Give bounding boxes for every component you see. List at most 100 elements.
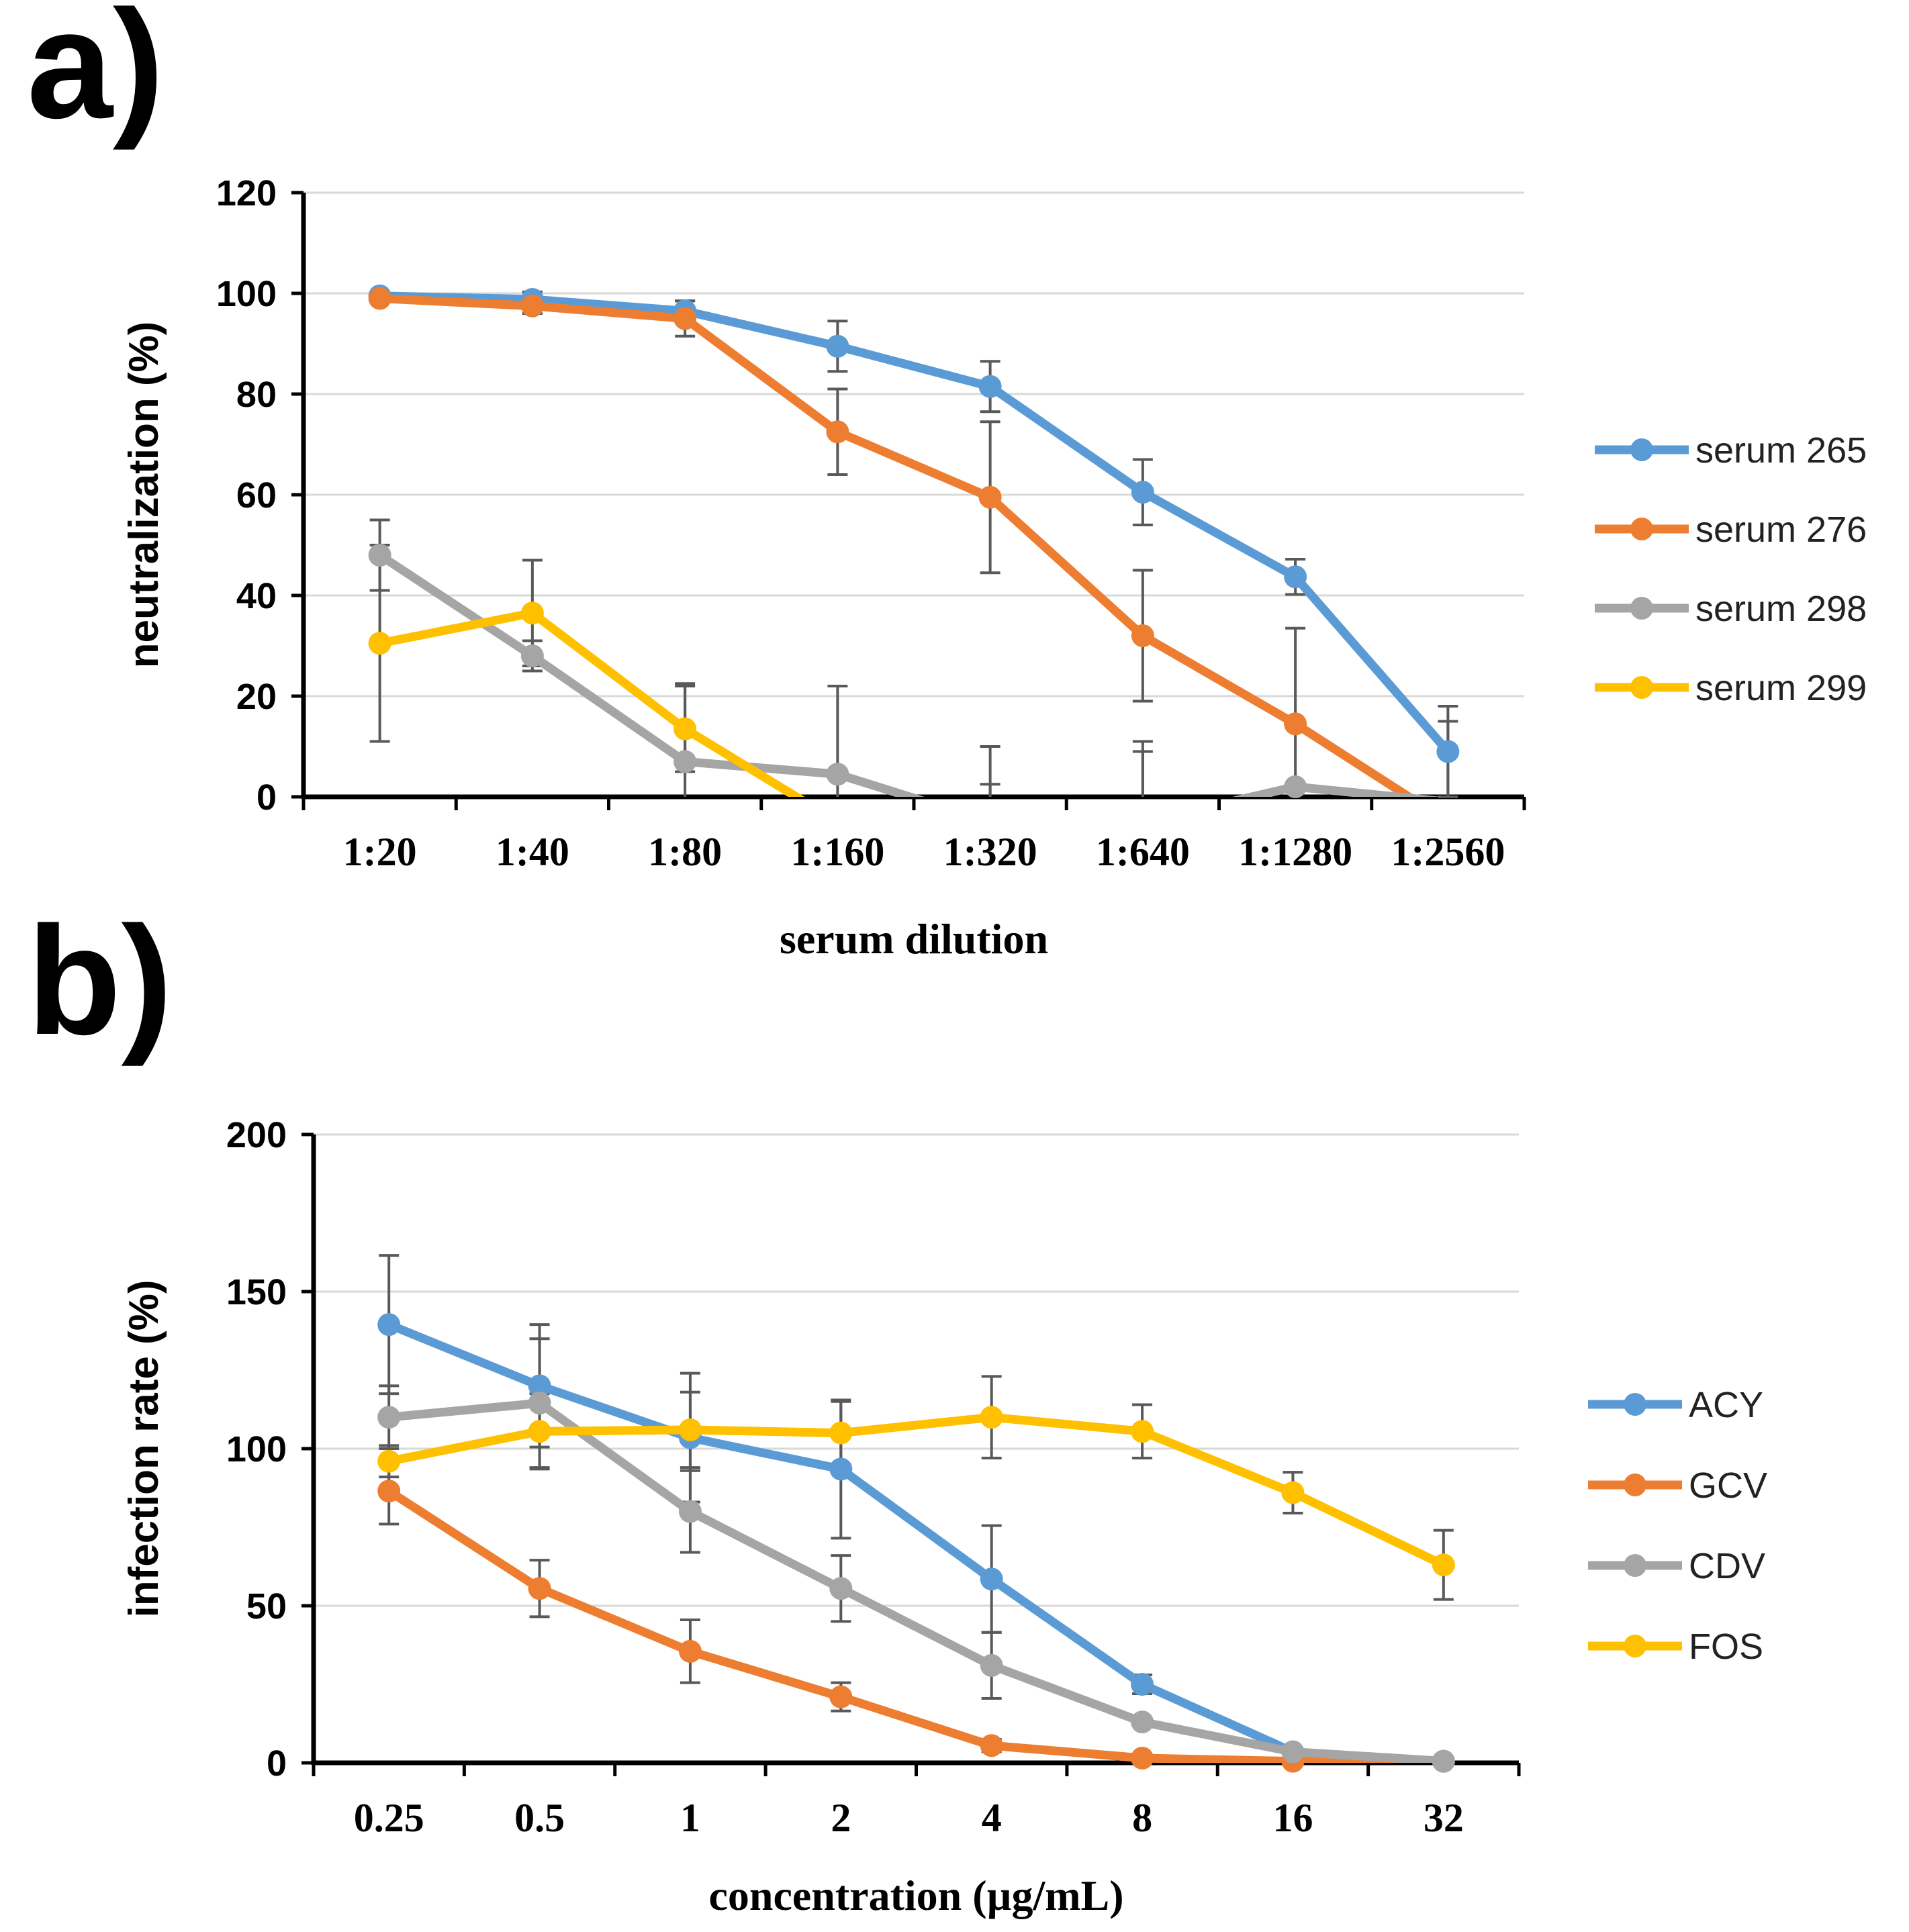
x-tick-label: 1 <box>680 1796 700 1840</box>
x-tick-label: 1:640 <box>1096 830 1190 874</box>
data-point <box>1432 1553 1455 1577</box>
data-point <box>528 1392 551 1415</box>
data-point <box>1131 1420 1154 1443</box>
x-tick-label: 16 <box>1272 1796 1313 1840</box>
data-point <box>673 750 697 773</box>
legend-swatch-marker <box>1624 1554 1646 1577</box>
x-tick-label: 1:320 <box>943 830 1037 874</box>
chart-b-infection-rate: 0 50 100 150 200 0.25 0.5 1 2 4 8 16 32 concentration… <box>121 1115 1767 1919</box>
data-point <box>1281 1481 1305 1504</box>
x-tick-label: 0.25 <box>354 1796 424 1840</box>
y-tick-label: 0 <box>267 1743 287 1784</box>
data-point <box>1284 775 1307 798</box>
legend-label: serum 265 <box>1695 430 1867 471</box>
x-tick-label: 1:40 <box>496 830 569 874</box>
legend-swatch-marker <box>1624 1474 1646 1496</box>
x-tick-label: 1:160 <box>790 830 884 874</box>
data-point <box>673 717 697 740</box>
data-point <box>980 1734 1003 1757</box>
series-line-serum-265 <box>379 291 1452 755</box>
data-point <box>520 294 544 318</box>
data-point <box>826 763 849 786</box>
data-point <box>377 1406 401 1429</box>
data-point <box>980 1567 1003 1591</box>
series-line-acy <box>387 1320 1444 1763</box>
y-axis-title: infection rate (%) <box>121 1280 167 1618</box>
data-point <box>978 375 1002 398</box>
data-point <box>1281 1740 1305 1764</box>
x-tick-label: 4 <box>982 1796 1002 1840</box>
y-tick-label: 100 <box>216 274 277 314</box>
x-tick-label: 1:2560 <box>1391 830 1505 874</box>
y-tick-label: 100 <box>226 1429 287 1469</box>
data-point <box>826 420 849 444</box>
legend-swatch-marker <box>1624 1635 1646 1657</box>
series-line-fos <box>387 1412 1446 1569</box>
x-tick-label: 2 <box>831 1796 851 1840</box>
y-tick-label: 200 <box>226 1115 287 1155</box>
data-point <box>520 644 544 667</box>
x-tick-label: 8 <box>1132 1796 1152 1840</box>
data-point <box>1284 565 1307 589</box>
y-axis-title: neutralization (%) <box>121 322 167 669</box>
y-tick-label: 50 <box>246 1586 287 1627</box>
data-point <box>678 1639 702 1663</box>
data-point <box>978 485 1002 509</box>
series-line-gcv <box>386 1487 1444 1763</box>
y-tick-label: 60 <box>236 475 277 516</box>
data-point <box>520 601 544 625</box>
data-point <box>678 1500 702 1523</box>
data-point <box>368 632 391 655</box>
data-point <box>368 544 391 567</box>
data-point <box>377 1449 401 1473</box>
legend-label: GCV <box>1689 1465 1767 1506</box>
y-tick-label: 40 <box>236 576 277 616</box>
data-point <box>678 1418 702 1441</box>
data-point <box>829 1457 853 1481</box>
x-axis-title: concentration (µg/mL) <box>708 1872 1123 1919</box>
x-tick-label: 1:80 <box>648 830 722 874</box>
data-point <box>368 287 391 310</box>
data-point <box>673 307 697 330</box>
y-tick-label: 20 <box>236 677 277 717</box>
y-tick-label: 0 <box>257 777 277 818</box>
data-point <box>1131 481 1154 504</box>
data-point <box>980 1406 1003 1429</box>
x-tick-label: 0.5 <box>514 1796 565 1840</box>
series-line-serum-299 <box>379 608 805 797</box>
data-point <box>1131 1746 1154 1770</box>
x-tick-label: 1:1280 <box>1238 830 1352 874</box>
series-line-serum-298 <box>377 551 1442 797</box>
y-tick-label: 80 <box>236 375 277 415</box>
legend-swatch-marker <box>1630 438 1653 461</box>
x-tick-label: 32 <box>1424 1796 1464 1840</box>
legend-label: CDV <box>1689 1546 1765 1586</box>
data-point <box>1131 624 1154 647</box>
legend-label: ACY <box>1689 1385 1763 1425</box>
legend-label: serum 299 <box>1695 668 1867 708</box>
legend-swatch-marker <box>1630 676 1653 699</box>
panel-label-b: b) <box>27 894 173 1067</box>
data-point <box>377 1313 401 1337</box>
data-point <box>1436 740 1460 763</box>
x-axis-title: serum dilution <box>780 915 1048 963</box>
legend-label: FOS <box>1689 1627 1763 1667</box>
data-point <box>1284 712 1307 736</box>
series-line-serum-276 <box>379 294 1417 797</box>
data-point <box>829 1421 853 1445</box>
data-point <box>980 1653 1003 1677</box>
y-tick-label: 120 <box>216 173 277 213</box>
legend-swatch-marker <box>1630 518 1653 540</box>
chart-a-neutralization: 0 20 40 60 80 100 120 1:20 1:40 1:80 1:160 1:320 1:6… <box>121 173 1867 963</box>
data-point <box>1131 1710 1154 1734</box>
data-point <box>1131 1673 1154 1696</box>
data-point <box>528 1577 551 1600</box>
data-point <box>826 334 849 358</box>
panel-label-a: a) <box>27 0 165 150</box>
series-line-cdv <box>388 1398 1444 1763</box>
legend-label: serum 276 <box>1695 510 1867 550</box>
y-tick-label: 150 <box>226 1272 287 1312</box>
legend-label: serum 298 <box>1695 589 1867 629</box>
data-point <box>1432 1749 1455 1773</box>
